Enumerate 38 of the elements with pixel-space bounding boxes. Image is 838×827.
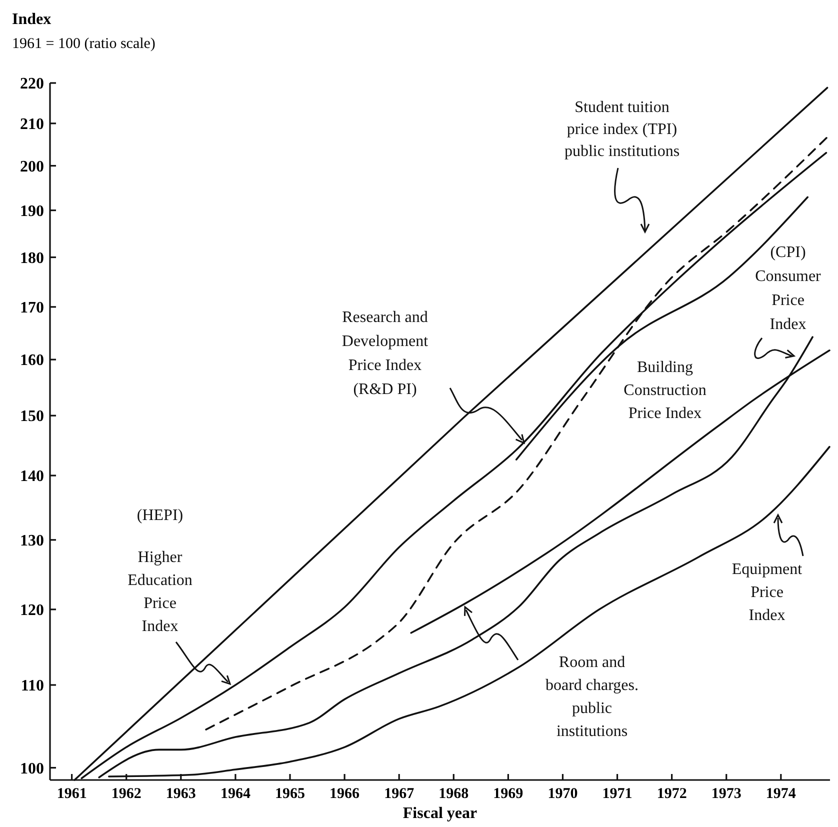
x-tick-label: 1968 bbox=[438, 786, 469, 802]
x-tick-label: 1969 bbox=[493, 786, 524, 802]
x-tick-label: 1966 bbox=[330, 786, 360, 802]
x-tick-label: 1965 bbox=[275, 786, 305, 802]
y-tick-label: 180 bbox=[20, 250, 44, 267]
annotation: Building Construction Price Index bbox=[624, 359, 706, 422]
annotation: Research and Development Price Index (R&D PI) bbox=[342, 309, 429, 398]
y-tick-label: 220 bbox=[20, 76, 44, 93]
y-tick-label: 140 bbox=[20, 468, 44, 486]
annotation: Student tuition price index (TPI) public institutions bbox=[564, 99, 680, 160]
y-tick-label: 200 bbox=[20, 158, 44, 176]
y-tick-label: 190 bbox=[20, 202, 44, 220]
y-tick-label: 110 bbox=[20, 678, 44, 695]
x-tick-label: 1961 bbox=[56, 786, 87, 802]
annotation: Equipment Price Index bbox=[732, 561, 803, 624]
y-axis-title: Index bbox=[12, 11, 52, 28]
x-tick-label: 1962 bbox=[111, 786, 142, 802]
x-tick-label: 1970 bbox=[548, 786, 578, 802]
chart-subtitle: 1961 = 100 (ratio scale) bbox=[12, 36, 156, 52]
annotation: (HEPI) bbox=[136, 507, 184, 524]
annotation: (CPI) Consumer Price Index bbox=[755, 244, 822, 333]
x-tick-label: 1972 bbox=[656, 786, 687, 802]
y-tick-label: 170 bbox=[20, 300, 44, 317]
x-tick-label: 1974 bbox=[766, 786, 796, 802]
y-tick-label: 210 bbox=[20, 116, 44, 133]
y-tick-label: 150 bbox=[20, 408, 44, 426]
annotation: Higher Education Price Index bbox=[128, 549, 192, 635]
x-axis-title: Fiscal year bbox=[402, 805, 478, 822]
annotation: Room and board charges. public institutions bbox=[546, 654, 638, 740]
x-tick-label: 1971 bbox=[602, 786, 632, 802]
x-tick-label: 1963 bbox=[166, 786, 196, 802]
x-tick-label: 1964 bbox=[220, 786, 251, 802]
x-tick-label: 1973 bbox=[711, 786, 742, 802]
y-tick-label: 100 bbox=[20, 760, 44, 778]
y-tick-label: 130 bbox=[20, 532, 44, 550]
x-tick-label: 1967 bbox=[384, 786, 415, 802]
y-tick-label: 160 bbox=[20, 352, 44, 370]
y-tick-label: 120 bbox=[20, 602, 44, 620]
